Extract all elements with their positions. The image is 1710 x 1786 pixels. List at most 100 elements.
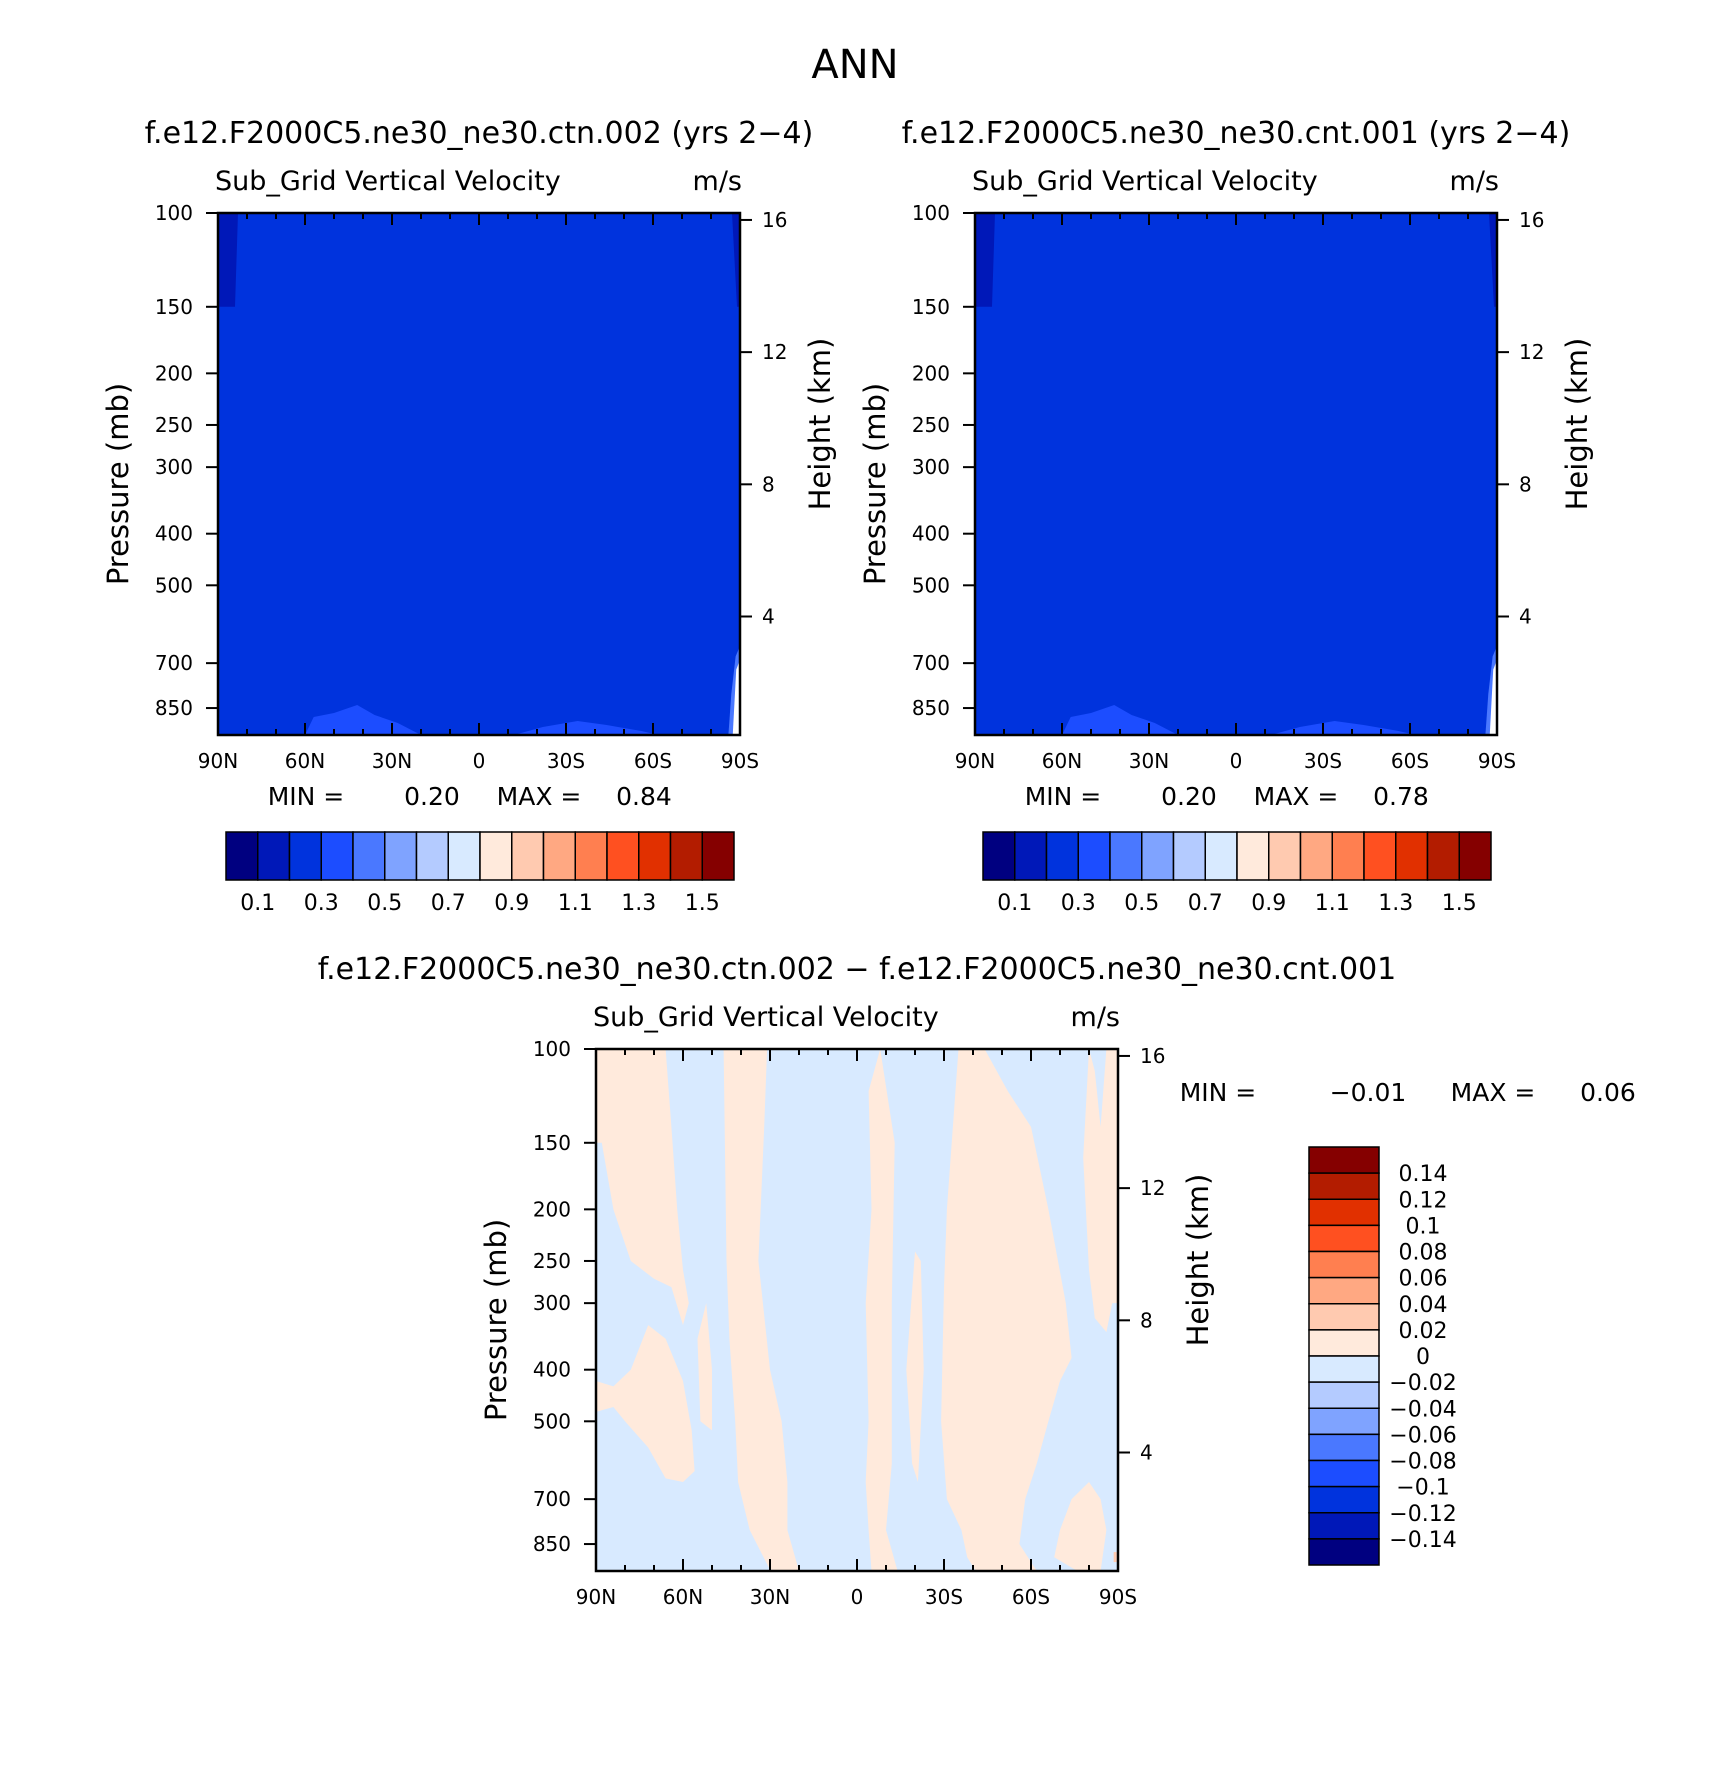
- x-tick-label: 60S: [1012, 1585, 1050, 1609]
- x-axis: 90N 60N 30N 0 30S 60S 90S: [955, 213, 1516, 773]
- y-tick-label: 200: [912, 361, 950, 385]
- y2-tick-label: 12: [1140, 1176, 1165, 1200]
- colorbar-box: [1308, 1276, 1380, 1305]
- colorbar-label: 0: [1416, 1345, 1430, 1370]
- panel-cnt: f.e12.F2000C5.ne30_ne30.cnt.001 (yrs 2−4…: [858, 116, 1594, 916]
- y-tick-label: 300: [912, 455, 950, 479]
- y-tick-label: 400: [912, 522, 950, 546]
- colorbar-box: [511, 831, 545, 881]
- colorbar-label: 0.9: [1251, 891, 1286, 916]
- contour-fill-low-south: [1489, 213, 1497, 307]
- y-tick-label: 300: [533, 1291, 571, 1315]
- min-label: MIN =: [1180, 1078, 1257, 1107]
- y-tick-label: 100: [533, 1037, 571, 1061]
- left-subtitle: Sub_Grid Vertical Velocity: [593, 1002, 939, 1033]
- plot-title: f.e12.F2000C5.ne30_ne30.cnt.001 (yrs 2−4…: [902, 116, 1571, 151]
- y2-tick-label: 8: [1140, 1308, 1153, 1332]
- colorbar-label: 0.14: [1399, 1162, 1448, 1187]
- x-tick-label: 0: [851, 1585, 864, 1609]
- colorbar-label: −0.1: [1396, 1476, 1449, 1501]
- y2-tick-label: 4: [1140, 1441, 1153, 1465]
- colorbar-box: [288, 831, 322, 881]
- colorbar-box: [1308, 1485, 1380, 1514]
- colorbar-label: 0.5: [1124, 891, 1159, 916]
- x-tick-label: 0: [1230, 749, 1243, 773]
- colorbar-box: [1308, 1146, 1380, 1174]
- y-tick-label: 700: [155, 651, 193, 675]
- y2-axis: 16 12 8 4 Height (km): [740, 208, 837, 629]
- contour-fill-positive: [723, 1049, 799, 1571]
- colorbar-box: [701, 831, 735, 881]
- y-axis: 100 150 200 250 300 400 500 700 850 Pressure (mb): [858, 201, 975, 720]
- colorbar-box: [1109, 831, 1143, 881]
- colorbar-box: [1308, 1172, 1380, 1200]
- y-tick-label: 850: [912, 696, 950, 720]
- colorbar-label: 0.5: [367, 891, 402, 916]
- colorbar-label: 1.5: [685, 891, 720, 916]
- colorbar-label: 1.3: [1378, 891, 1413, 916]
- y-tick-label: 250: [912, 413, 950, 437]
- contour-fill-positive: [697, 1303, 712, 1431]
- x-tick-label: 30N: [1129, 749, 1169, 773]
- x-tick-label: 30S: [925, 1585, 963, 1609]
- x-tick-label: 60N: [663, 1585, 703, 1609]
- colorbar-box: [1308, 1355, 1380, 1383]
- min-value: 0.20: [404, 782, 460, 811]
- colorbar-box: [257, 831, 291, 881]
- y2-tick-label: 12: [1519, 340, 1544, 364]
- left-subtitle: Sub_Grid Vertical Velocity: [215, 166, 561, 197]
- x-tick-label: 30S: [547, 749, 585, 773]
- y-axis-label: Pressure (mb): [479, 1219, 513, 1421]
- y-tick-label: 150: [912, 295, 950, 319]
- colorbar-box: [1308, 1512, 1380, 1540]
- colorbar-label: 0.3: [1061, 891, 1096, 916]
- colorbar-box: [574, 831, 608, 881]
- y-tick-label: 100: [912, 201, 950, 225]
- x-tick-label: 90S: [1478, 749, 1516, 773]
- plot-title: f.e12.F2000C5.ne30_ne30.ctn.002 (yrs 2−4…: [145, 116, 814, 151]
- colorbar-box: [479, 831, 513, 881]
- x-axis: 90N 60N 30N 0 30S 60S 90S: [198, 213, 759, 773]
- y2-tick-label: 12: [762, 340, 787, 364]
- min-label: MIN =: [1025, 782, 1102, 811]
- colorbar-label: −0.08: [1389, 1450, 1456, 1475]
- max-label: MAX =: [497, 782, 582, 811]
- left-subtitle: Sub_Grid Vertical Velocity: [972, 166, 1318, 197]
- contour-fill-positive: [1083, 1049, 1118, 1333]
- colorbar-box: [1045, 831, 1079, 881]
- colorbar-label: 1.1: [558, 891, 593, 916]
- colorbar-box: [638, 831, 672, 881]
- y2-tick-label: 4: [762, 605, 775, 629]
- x-tick-label: 90N: [198, 749, 238, 773]
- min-label: MIN =: [268, 782, 345, 811]
- x-tick-label: 30N: [372, 749, 412, 773]
- x-tick-label: 90S: [1099, 1585, 1137, 1609]
- x-tick-label: 90N: [955, 749, 995, 773]
- plot-area: [596, 1049, 1118, 1571]
- colorbar-label: 1.3: [621, 891, 656, 916]
- y-axis: 100 150 200 250 300 400 500 700 850 Pressure (mb): [479, 1037, 596, 1556]
- colorbar-label: 0.02: [1399, 1319, 1448, 1344]
- min-max-stats: MIN = −0.01 MAX = 0.06: [1180, 1078, 1636, 1107]
- x-tick-label: 90N: [576, 1585, 616, 1609]
- contour-fill-low-south: [732, 213, 740, 307]
- y2-axis-label: Height (km): [1181, 1174, 1215, 1347]
- colorbar-label: −0.12: [1389, 1502, 1456, 1527]
- plot-area: [975, 213, 1497, 735]
- colorbar-box: [415, 831, 449, 881]
- y-tick-label: 250: [533, 1249, 571, 1273]
- colorbar-label: 0.1: [997, 891, 1032, 916]
- y2-tick-label: 8: [1519, 472, 1532, 496]
- x-tick-label: 60N: [285, 749, 325, 773]
- y-tick-label: 850: [533, 1532, 571, 1556]
- contour-fill-positive: [906, 1251, 924, 1482]
- y2-tick-label: 16: [762, 208, 787, 232]
- plot-title: f.e12.F2000C5.ne30_ne30.ctn.002 − f.e12.…: [318, 952, 1397, 987]
- y-tick-label: 850: [155, 696, 193, 720]
- max-label: MAX =: [1254, 782, 1339, 811]
- contour-fill-positive: [941, 1049, 1072, 1571]
- colorbar-box: [1141, 831, 1175, 881]
- min-max-stats: MIN = 0.20 MAX = 0.84: [268, 782, 672, 811]
- y-tick-label: 500: [155, 573, 193, 597]
- contour-fill-low-north: [218, 213, 238, 307]
